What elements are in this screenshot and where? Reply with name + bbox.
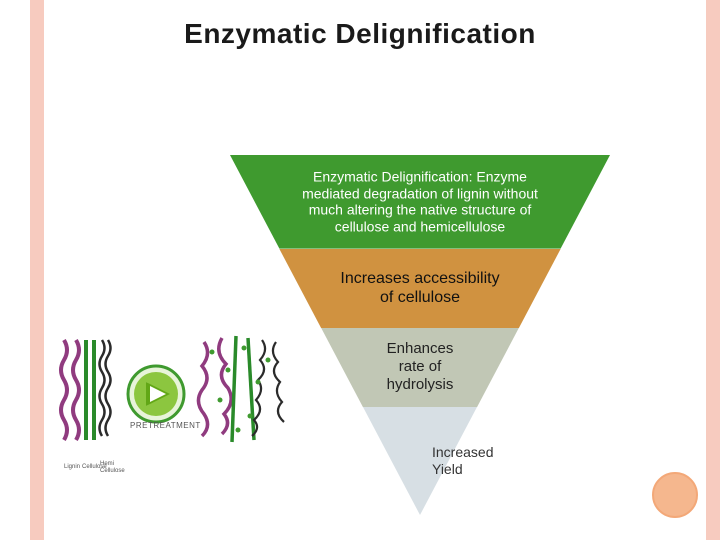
arrow-icon <box>128 366 184 422</box>
slide-accent-right <box>706 0 720 540</box>
funnel-level-label: Increases accessibility of cellulose <box>230 269 610 307</box>
svg-text:Cellulose: Cellulose <box>100 468 125 474</box>
sublabel-hemi: Hemi <box>100 461 114 467</box>
slide-accent-left <box>30 0 44 540</box>
sublabel-lignin: Lignin <box>64 464 80 470</box>
funnel-level-0: Enzymatic Delignification: Enzyme mediat… <box>230 155 610 249</box>
pretreatment-illustration: Lignin Cellulose Hemi Cellulose PRETREAT… <box>56 330 291 490</box>
page-title: Enzymatic Delignification <box>0 18 720 50</box>
funnel-level-label: Enzymatic Delignification: Enzyme mediat… <box>230 168 610 235</box>
corner-circle-accent <box>652 472 698 518</box>
pretreatment-caption: PRETREATMENT <box>130 421 201 430</box>
funnel-level-1: Increases accessibility of cellulose <box>230 249 610 328</box>
